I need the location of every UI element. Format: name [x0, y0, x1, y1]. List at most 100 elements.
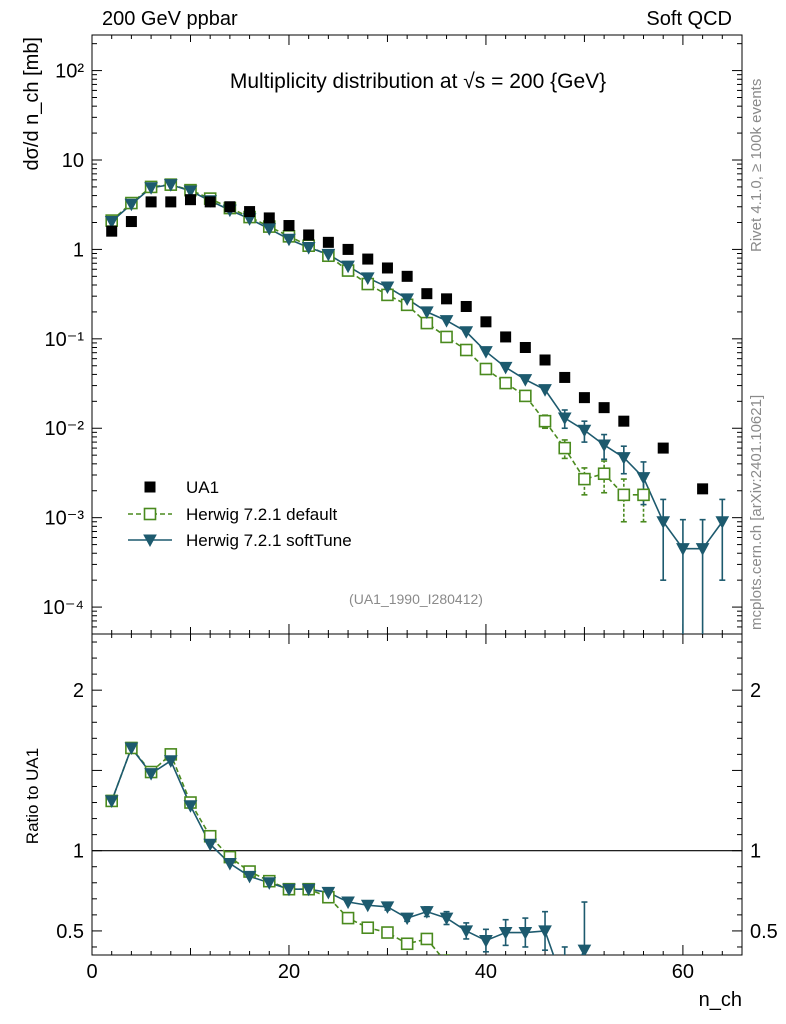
ratio-softtune-point — [498, 927, 513, 940]
softtune-point — [656, 516, 671, 529]
ua1-point — [165, 196, 177, 208]
default-point — [459, 343, 473, 357]
ratio-y-tick-label-right: 0.5 — [750, 921, 778, 943]
legend-default-marker — [143, 507, 157, 521]
ua1-point — [657, 442, 669, 454]
default-point — [479, 362, 493, 376]
y-tick-label-main: 10² — [55, 61, 84, 83]
ratio-softtune-point — [262, 877, 277, 890]
default-point — [578, 472, 591, 486]
ratio-softtune-point — [360, 899, 375, 913]
legend-ua1-marker — [144, 481, 156, 493]
ratio-y-tick-label: 1 — [73, 841, 84, 863]
softtune-point — [479, 346, 493, 359]
softtune-point — [183, 185, 198, 199]
ratio-softtune-point — [577, 944, 592, 955]
ua1-point — [184, 194, 196, 206]
x-tick-label: 40 — [475, 961, 497, 983]
softtune-point — [557, 412, 572, 426]
rivet-version-label: Rivet 4.1.0, ≥ 100k events — [748, 78, 765, 252]
softtune-point — [144, 182, 158, 195]
x-axis-label: n_ch — [699, 989, 742, 1011]
ratio-softtune-point — [163, 755, 178, 768]
softtune-point — [163, 179, 178, 192]
softtune-point — [577, 424, 592, 438]
ua1-point — [322, 236, 334, 248]
ratio-softtune-point — [420, 906, 434, 919]
ratio-y-tick-label-right: 1 — [750, 841, 761, 863]
legend-label: Herwig 7.2.1 default — [186, 505, 337, 524]
softtune-point — [124, 198, 139, 212]
softtune-point — [104, 216, 119, 229]
softtune-point — [380, 281, 395, 295]
header-right: Soft QCD — [646, 8, 732, 30]
ua1-point — [460, 300, 472, 312]
ua1-point — [578, 392, 590, 404]
legend-label: Herwig 7.2.1 softTune — [186, 531, 352, 550]
ua1-point — [145, 196, 157, 208]
legend: UA1 Herwig 7.2.1 default Herwig 7.2.1 soft… — [128, 478, 352, 550]
softtune-point — [360, 272, 375, 285]
ua1-point — [283, 220, 295, 232]
ratio-default-point — [400, 937, 414, 951]
ua1-point — [421, 288, 433, 300]
y-tick-label-main: 1 — [73, 239, 84, 261]
ratio-default-point — [361, 921, 375, 935]
softtune-point — [459, 326, 474, 339]
ratio-softtune-point — [301, 883, 316, 897]
mcplots-reference-label: mcplots.cern.ch [arXiv:2401.10621] — [748, 394, 765, 630]
softtune-point — [676, 543, 690, 556]
ratio-softtune-point — [104, 795, 119, 808]
softtune-point — [321, 248, 336, 262]
ratio-y-tick-label-right: 2 — [750, 680, 761, 702]
ratio-softtune-point — [439, 912, 454, 926]
y-axis-label-ratio: Ratio to UA1 — [23, 748, 42, 844]
ua1-point — [500, 331, 512, 343]
softtune-point — [715, 516, 730, 529]
ua1-point — [263, 212, 275, 224]
ratio-softtune-point — [559, 982, 571, 993]
softtune-point — [400, 293, 414, 306]
ua1-point — [244, 206, 256, 218]
x-tick-label: 60 — [672, 961, 694, 983]
ratio-plot-frame — [91, 633, 743, 956]
ratio-softtune-point — [341, 896, 355, 910]
ratio-plot-area — [104, 741, 592, 993]
ratio-softtune-point — [321, 886, 336, 900]
softtune-point — [498, 361, 513, 375]
default-point — [617, 488, 631, 502]
ratio-softtune-point — [282, 883, 296, 897]
ua1-point — [303, 229, 315, 241]
main-plot-area — [104, 178, 730, 634]
header-left: 200 GeV ppbar — [102, 8, 238, 30]
x-tick-label: 0 — [86, 961, 97, 983]
default-line — [111, 183, 644, 496]
default-point — [558, 441, 572, 455]
softtune-point — [695, 543, 710, 556]
ratio-softtune-point — [242, 870, 257, 884]
ratio-softtune-point — [183, 800, 198, 813]
ua1-point — [697, 483, 709, 495]
ua1-point — [224, 201, 236, 213]
ratio-y-tick-label: 2 — [73, 680, 84, 702]
ua1-point — [362, 253, 374, 265]
ua1-point — [559, 371, 571, 383]
softtune-point — [420, 306, 434, 319]
legend-label: UA1 — [186, 478, 219, 497]
legend-softtune-marker — [143, 534, 157, 548]
chart-title: Multiplicity distribution at √s = 200 {G… — [230, 70, 606, 93]
softtune-point — [518, 374, 533, 387]
ua1-point — [539, 354, 551, 366]
y-tick-label-main: 10⁻¹ — [45, 329, 85, 351]
ratio-softtune-point — [518, 927, 533, 940]
y-tick-label-main: 10⁻⁴ — [43, 597, 84, 619]
default-point — [538, 414, 552, 428]
ratio-softtune-point — [203, 838, 218, 852]
ratio-default-point — [381, 926, 394, 939]
softtune-point — [301, 242, 316, 255]
ratio-default-point — [441, 958, 452, 969]
softtune-point — [597, 439, 611, 453]
ua1-point — [441, 293, 453, 305]
ua1-point — [519, 341, 531, 353]
